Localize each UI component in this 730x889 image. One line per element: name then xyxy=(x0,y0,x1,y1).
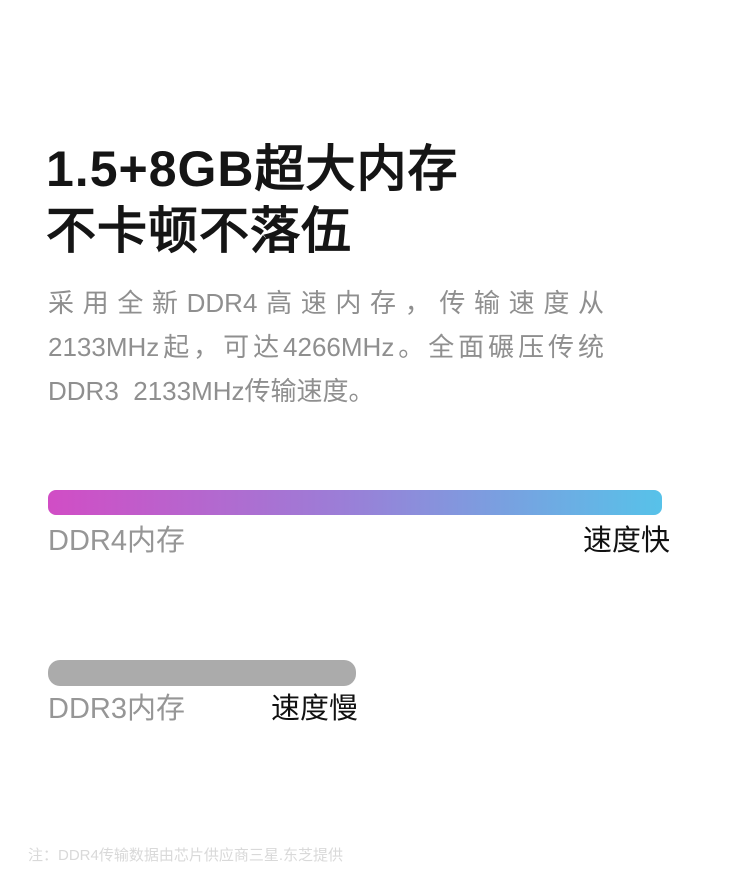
ddr4-speed-note: 速度快 xyxy=(582,525,670,557)
description-line-3: DDR3 2133MHz传输速度。 xyxy=(48,376,375,406)
page-title: 1.5+8GB超大内存 不卡顿不落伍 xyxy=(46,138,686,262)
ddr4-speed-bar xyxy=(48,490,662,515)
description-paragraph: 采用全新DDR4高速内存，传输速度从 2133MHz起，可达4266MHz。全面… xyxy=(48,281,604,413)
description-line-1: 采用全新DDR4高速内存，传输速度从 xyxy=(48,288,604,318)
ddr3-speed-bar xyxy=(48,660,356,686)
footnote: 注：DDR4传输数据由芯片供应商三星.东芝提供 xyxy=(28,847,344,864)
page-title-line-1: 1.5+8GB超大内存 xyxy=(46,141,459,197)
description-line-2: 2133MHz起，可达4266MHz。全面碾压传统 xyxy=(48,332,604,362)
ddr4-caption-row: DDR4内存 速度快 xyxy=(48,524,670,558)
ddr3-speed-note: 速度慢 xyxy=(270,693,358,725)
ddr4-bar-label: DDR4内存 xyxy=(48,525,185,557)
ddr3-bar-label: DDR3内存 xyxy=(48,693,185,725)
page-title-line-2: 不卡顿不落伍 xyxy=(46,203,352,259)
ddr3-caption-row: DDR3内存 速度慢 xyxy=(48,692,358,726)
